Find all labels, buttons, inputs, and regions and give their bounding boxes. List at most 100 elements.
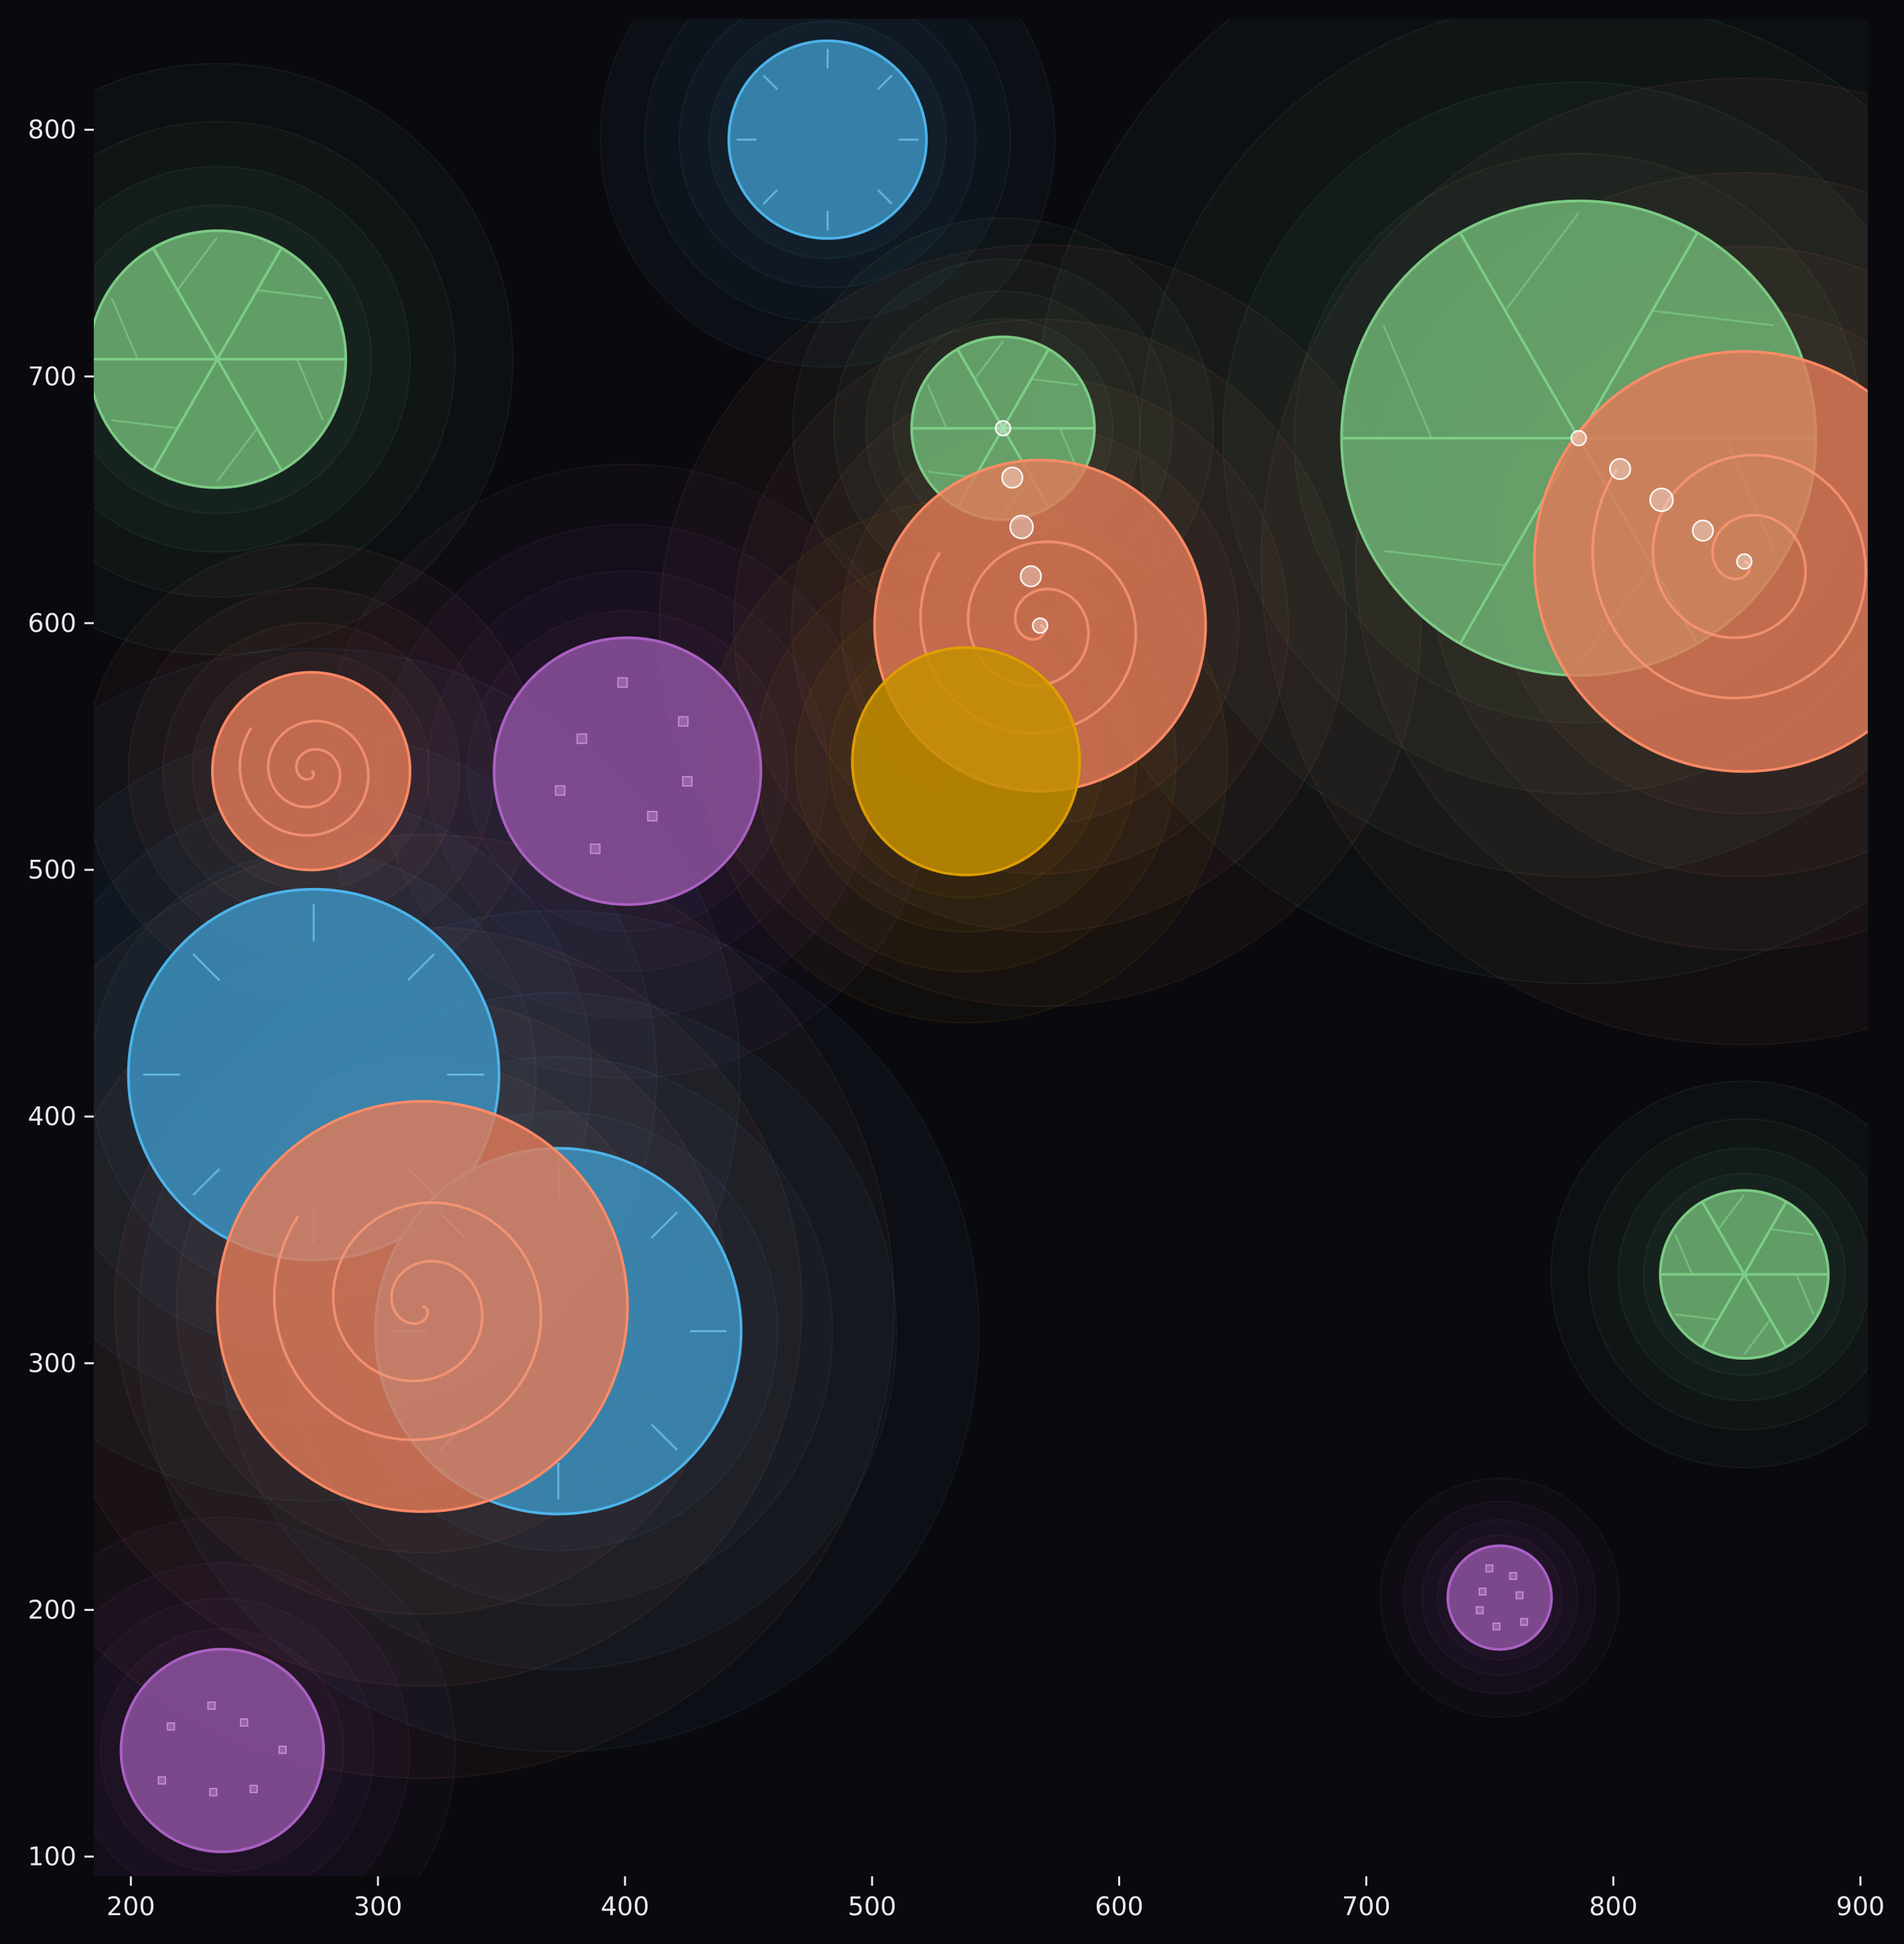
- halo-ring-0-3: [94, 204, 372, 515]
- halo-ring-1-3: [708, 20, 947, 259]
- halo-ring-9-0: [94, 647, 741, 1502]
- x-tick-label-7: 900: [1836, 1892, 1885, 1921]
- spiral-4: [1591, 454, 1868, 700]
- halo-ring-3-2: [1222, 81, 1868, 795]
- spoke-branch-12-0: [1795, 1274, 1815, 1315]
- connector-dot-0-1: [1001, 466, 1024, 489]
- spoke-branch-12-1: [1743, 1319, 1771, 1355]
- square-7-1: [590, 843, 601, 854]
- halo-ring-4-1: [1355, 172, 1868, 951]
- square-7-3: [576, 733, 588, 744]
- bubble-group-4: [1533, 350, 1868, 773]
- square-14-2: [166, 1722, 176, 1731]
- halo-ring-10-0: [137, 909, 980, 1753]
- square-13-6: [1515, 1591, 1524, 1600]
- x-tick-label-0: 200: [107, 1892, 155, 1921]
- bubble-group-8: [851, 646, 1081, 877]
- halo-ring-1-1: [644, 19, 1012, 324]
- halo-ring-0-0: [94, 63, 514, 655]
- spoke-branch-2-5: [1031, 378, 1079, 386]
- square-14-6: [249, 1785, 258, 1793]
- tick-mark-10-1: [651, 1211, 678, 1239]
- square-7-0: [647, 810, 658, 822]
- spiral-11: [273, 1201, 543, 1441]
- bubble-group-0: [94, 229, 348, 489]
- connector-dot-0-2: [1009, 515, 1034, 539]
- square-14-0: [209, 1788, 218, 1797]
- halo-ring-14-2: [94, 1598, 375, 1876]
- spoke-12-4: [1701, 1201, 1746, 1275]
- halo-ring-7-3: [466, 610, 789, 932]
- connector-layer: [994, 419, 1753, 634]
- square-13-1: [1492, 1622, 1501, 1631]
- y-tick-label-4: 500: [27, 855, 76, 885]
- spoke-branch-2-4: [973, 340, 1004, 380]
- y-axis: 100 200 300 400 500 600 700 800: [27, 115, 94, 1872]
- halo-ring-1-0: [600, 19, 1056, 368]
- bubble-13: [1446, 1544, 1553, 1651]
- spoke-branch-12-4: [1717, 1193, 1745, 1230]
- bubble-14: [119, 1648, 325, 1854]
- square-13-5: [1509, 1571, 1517, 1580]
- square-13-2: [1475, 1606, 1484, 1614]
- halo-ring-11-0: [94, 834, 895, 1779]
- halo-ring-0-1: [94, 121, 456, 598]
- bubble-group-12: [1659, 1189, 1830, 1360]
- connector-dot-0-0: [994, 419, 1012, 437]
- square-13-0: [1519, 1618, 1528, 1626]
- x-tick-label-3: 500: [847, 1892, 896, 1921]
- halo-ring-13-1: [1403, 1500, 1596, 1695]
- spoke-12-1: [1743, 1273, 1788, 1348]
- y-tick-label-6: 700: [27, 362, 76, 391]
- spoke-branch-3-5: [1652, 310, 1774, 327]
- spoke-branch-0-1: [216, 428, 259, 482]
- square-13-4: [1485, 1564, 1494, 1573]
- halo-ring-12-3: [1643, 1173, 1846, 1376]
- tick-mark-1-7: [762, 74, 778, 90]
- square-7-4: [617, 677, 628, 688]
- halo-ring-13-2: [1421, 1518, 1578, 1677]
- tick-mark-1-5: [762, 189, 778, 205]
- bubble-group-13: [1446, 1544, 1553, 1651]
- tick-mark-9-7: [192, 953, 220, 981]
- bubble-group-14: [119, 1648, 325, 1854]
- bubble-layer: [94, 39, 1868, 1854]
- spoke-branch-12-2: [1675, 1313, 1718, 1321]
- halo-ring-14-1: [94, 1562, 411, 1876]
- spoke-2-5: [1002, 348, 1050, 430]
- halo-ring-0-2: [94, 166, 411, 553]
- halo-ring-14-0: [94, 1516, 456, 1876]
- spoke-3-5: [1577, 232, 1699, 439]
- bubble-group-7: [492, 636, 762, 906]
- bubble-4: [1533, 350, 1868, 773]
- spoke-0-1: [216, 359, 283, 472]
- bubble-8: [851, 646, 1081, 877]
- halo-ring-5-1: [733, 318, 1347, 933]
- halo-ring-1-2: [679, 19, 977, 289]
- x-axis: 200 300 400 500 600 700 800 900: [107, 1876, 1885, 1921]
- tick-mark-9-1: [407, 953, 435, 981]
- square-13-3: [1478, 1587, 1487, 1596]
- tick-mark-9-5: [192, 1168, 220, 1196]
- spoke-branch-3-2: [1383, 549, 1505, 567]
- spoke-12-2: [1701, 1273, 1746, 1348]
- connector-dot-1-0: [1570, 430, 1587, 447]
- halo-ring-14-3: [100, 1628, 345, 1873]
- spoke-branch-3-3: [1382, 325, 1433, 439]
- spoke-2-4: [956, 348, 1004, 430]
- connector-dot-1-2: [1649, 487, 1674, 513]
- y-tick-label-0: 100: [27, 1842, 76, 1872]
- square-7-6: [681, 776, 693, 787]
- bubble-7: [492, 636, 762, 906]
- square-14-4: [240, 1718, 249, 1727]
- spoke-12-5: [1743, 1201, 1788, 1275]
- halo-ring-12-2: [1617, 1147, 1868, 1401]
- tick-mark-1-1: [877, 74, 893, 90]
- spoke-3-4: [1458, 232, 1580, 439]
- x-tick-label-5: 700: [1342, 1892, 1391, 1921]
- connector-dot-1-3: [1692, 519, 1714, 542]
- y-tick-label-2: 300: [27, 1348, 76, 1378]
- spiral-6: [239, 720, 370, 837]
- spoke-branch-0-4: [176, 236, 218, 291]
